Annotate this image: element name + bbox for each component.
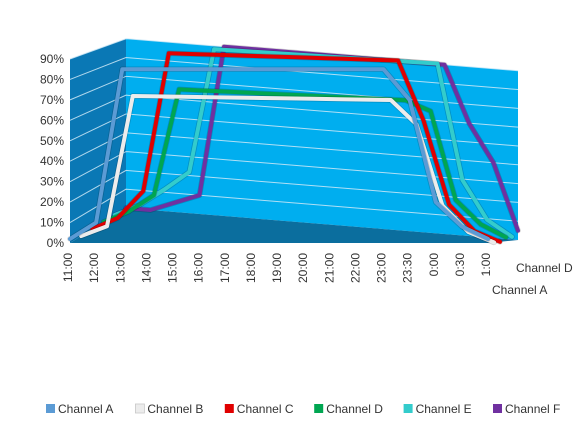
legend-label: Channel E bbox=[416, 402, 472, 416]
gridline bbox=[69, 151, 519, 185]
legend-item: Channel E bbox=[403, 402, 472, 416]
legend-item: Channel C bbox=[224, 402, 294, 416]
legend-swatch bbox=[134, 403, 145, 414]
x-tick-label: 23:00 bbox=[375, 253, 389, 283]
legend-swatch bbox=[314, 404, 324, 413]
legend-swatch bbox=[46, 404, 55, 413]
y-tick-label: 0% bbox=[47, 236, 65, 250]
x-tick-label: 12:00 bbox=[87, 253, 101, 283]
legend-swatch bbox=[224, 404, 234, 413]
series-line-channel-b bbox=[79, 94, 496, 245]
back-wall bbox=[126, 38, 518, 240]
x-tick-label: 14:00 bbox=[139, 253, 153, 283]
x-tick-label: 21:00 bbox=[322, 253, 336, 283]
series-line-channel-e bbox=[112, 47, 514, 239]
legend-swatch bbox=[403, 404, 413, 413]
legend-item: Channel F bbox=[493, 402, 560, 416]
gridline bbox=[69, 188, 519, 223]
x-tick-label: 0:00 bbox=[427, 253, 441, 277]
series-line-channel-d bbox=[101, 87, 508, 240]
y-tick-label: 70% bbox=[40, 93, 64, 107]
y-tick-label: 20% bbox=[40, 195, 64, 209]
series-line-channel-c bbox=[90, 51, 502, 244]
legend-label: Channel D bbox=[326, 402, 383, 416]
x-tick-label: 15:00 bbox=[166, 253, 180, 283]
gridline bbox=[69, 113, 519, 147]
gridline bbox=[69, 169, 519, 203]
x-tick-label: 18:00 bbox=[244, 253, 258, 283]
x-tick-label: 0:30 bbox=[453, 253, 467, 277]
floor bbox=[70, 208, 518, 243]
depth-label: Channel A bbox=[492, 283, 547, 297]
x-tick-label: 23:30 bbox=[401, 253, 415, 283]
y-tick-label: 60% bbox=[40, 113, 64, 127]
y-tick-label: 10% bbox=[40, 216, 64, 230]
x-tick-label: 22:00 bbox=[348, 253, 362, 283]
depth-label: Channel D bbox=[516, 261, 573, 275]
x-tick-label: 1:00 bbox=[479, 253, 493, 277]
legend-swatch bbox=[493, 404, 502, 413]
legend-item: Channel D bbox=[314, 402, 383, 416]
y-tick-label: 90% bbox=[40, 52, 64, 66]
legend-item: Channel B bbox=[134, 402, 203, 416]
x-tick-label: 13:00 bbox=[113, 253, 127, 283]
legend-label: Channel B bbox=[147, 402, 203, 416]
y-tick-label: 80% bbox=[40, 72, 64, 86]
x-tick-label: 19:00 bbox=[270, 253, 284, 283]
y-tick-label: 50% bbox=[40, 134, 64, 148]
x-tick-label: 16:00 bbox=[192, 253, 206, 283]
x-tick-label: 20:00 bbox=[296, 253, 310, 283]
legend-label: Channel A bbox=[58, 402, 113, 416]
gridline bbox=[69, 94, 519, 128]
y-tick-label: 30% bbox=[40, 175, 64, 189]
legend-label: Channel F bbox=[505, 402, 560, 416]
x-tick-label: 17:00 bbox=[218, 253, 232, 283]
x-tick-label: 11:00 bbox=[61, 253, 75, 282]
series-line-channel-a bbox=[68, 67, 490, 241]
y-tick-label: 40% bbox=[40, 154, 64, 168]
gridline bbox=[69, 57, 519, 91]
legend-label: Channel C bbox=[237, 402, 294, 416]
legend-item: Channel A bbox=[46, 402, 113, 416]
